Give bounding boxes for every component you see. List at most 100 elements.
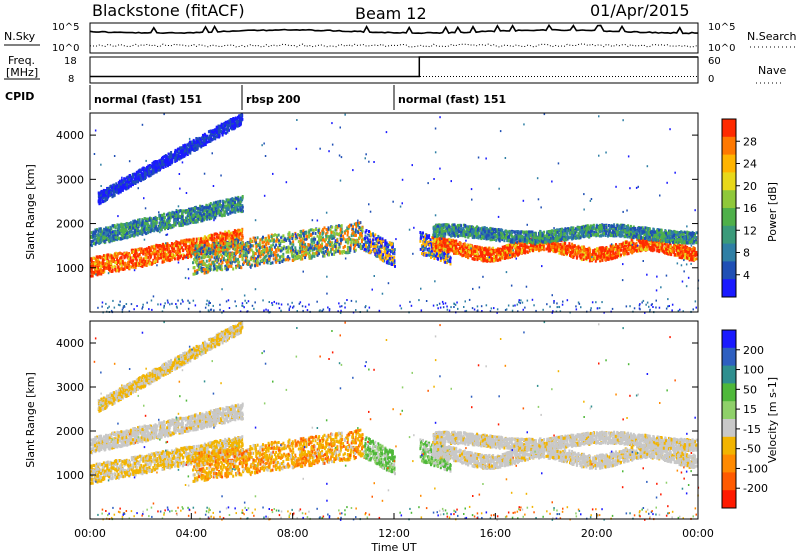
power-cell: [222, 202, 224, 205]
power-cell: [141, 221, 143, 224]
power-cell: [318, 252, 320, 255]
power-cell: [153, 224, 155, 227]
power-cell: [259, 262, 261, 265]
power-cell: [100, 237, 102, 240]
noise-right-label: N.Search: [747, 30, 797, 43]
power-cell: [238, 261, 240, 264]
power-cell: [117, 253, 119, 256]
power-cell: [382, 253, 384, 256]
power-cell: [394, 248, 396, 251]
power-cell: [208, 259, 210, 262]
power-cell: [348, 225, 350, 228]
freq-ytick-top: 18: [64, 56, 77, 67]
power-cell: [222, 208, 224, 211]
power-cell: [230, 200, 232, 203]
power-cell: [278, 234, 280, 237]
power-cell: [282, 234, 284, 237]
power-cell: [309, 256, 311, 259]
power-cell: [155, 169, 157, 172]
power-cell: [237, 208, 239, 211]
power-cell: [335, 226, 337, 229]
power-cell: [151, 229, 153, 232]
power-cell: [337, 250, 339, 253]
power-cell: [189, 216, 191, 219]
power-cell: [257, 255, 259, 258]
power-cell: [322, 228, 324, 231]
power-cell: [121, 264, 123, 267]
power-cell: [169, 259, 171, 262]
power-cell: [211, 244, 213, 247]
power-cell: [209, 234, 211, 237]
power-cell: [166, 222, 168, 225]
power-cell: [105, 262, 107, 265]
noise-ytick-right-top: 10^5: [708, 22, 735, 33]
power-cell: [341, 224, 343, 227]
power-cell: [298, 255, 300, 258]
power-cell: [257, 261, 259, 264]
power-cell: [320, 236, 322, 239]
power-cell: [240, 197, 242, 200]
power-cell: [130, 184, 132, 187]
power-cell: [229, 253, 231, 256]
power-cell: [144, 231, 146, 234]
power-cell: [279, 244, 281, 247]
power-cell: [179, 245, 181, 248]
power-cell: [303, 234, 305, 237]
power-cell: [114, 268, 116, 271]
noise-ytick-bottom: 10^0: [52, 43, 79, 54]
power-cell: [105, 232, 107, 235]
power-cell: [203, 210, 205, 213]
power-cell: [166, 248, 168, 251]
power-cell: [98, 263, 100, 266]
power-cell: [166, 245, 168, 248]
power-cell: [213, 208, 215, 211]
power-cell: [175, 157, 177, 160]
power-cell: [124, 223, 126, 226]
power-cell: [160, 253, 162, 256]
freq-panel-frame: [90, 57, 698, 83]
power-cell: [110, 236, 112, 239]
power-cell: [228, 265, 230, 268]
power-cell: [247, 263, 249, 266]
power-cell: [272, 261, 274, 264]
power-cell: [358, 226, 360, 229]
power-cell: [120, 267, 122, 270]
power-cell: [165, 155, 167, 158]
power-cell: [182, 257, 184, 260]
power-cell: [224, 233, 226, 236]
power-cell: [183, 209, 185, 212]
power-cell: [270, 235, 272, 238]
power-cell: [307, 252, 309, 255]
power-cell: [234, 248, 236, 251]
power-cell: [208, 251, 210, 254]
power-cell: [240, 114, 242, 117]
noise-left-label: N.Sky: [4, 30, 36, 43]
power-cell: [368, 230, 370, 233]
power-cell: [270, 244, 272, 247]
power-cell: [196, 245, 198, 248]
power-cell: [147, 165, 149, 168]
power-cell: [163, 166, 165, 169]
power-cell: [188, 238, 190, 241]
power-cell: [110, 191, 112, 194]
power-cell: [218, 244, 220, 247]
power-cell: [248, 245, 250, 248]
power-cell: [181, 241, 183, 244]
power-cell: [322, 239, 324, 242]
power-cell: [191, 208, 193, 211]
power-cell: [138, 175, 140, 178]
power-cell: [325, 250, 327, 253]
power-cell: [192, 261, 194, 264]
power-cell: [313, 252, 315, 255]
power-cell: [256, 249, 258, 252]
power-cell: [142, 252, 144, 255]
power-cell: [312, 232, 314, 235]
power-cell: [153, 229, 155, 232]
power-cell: [237, 116, 239, 119]
power-cell: [149, 218, 151, 221]
freq-series: [90, 57, 698, 77]
power-cell: [221, 214, 223, 217]
power-cell: [275, 261, 277, 264]
power-cell: [352, 225, 354, 228]
power-cell: [108, 190, 110, 193]
